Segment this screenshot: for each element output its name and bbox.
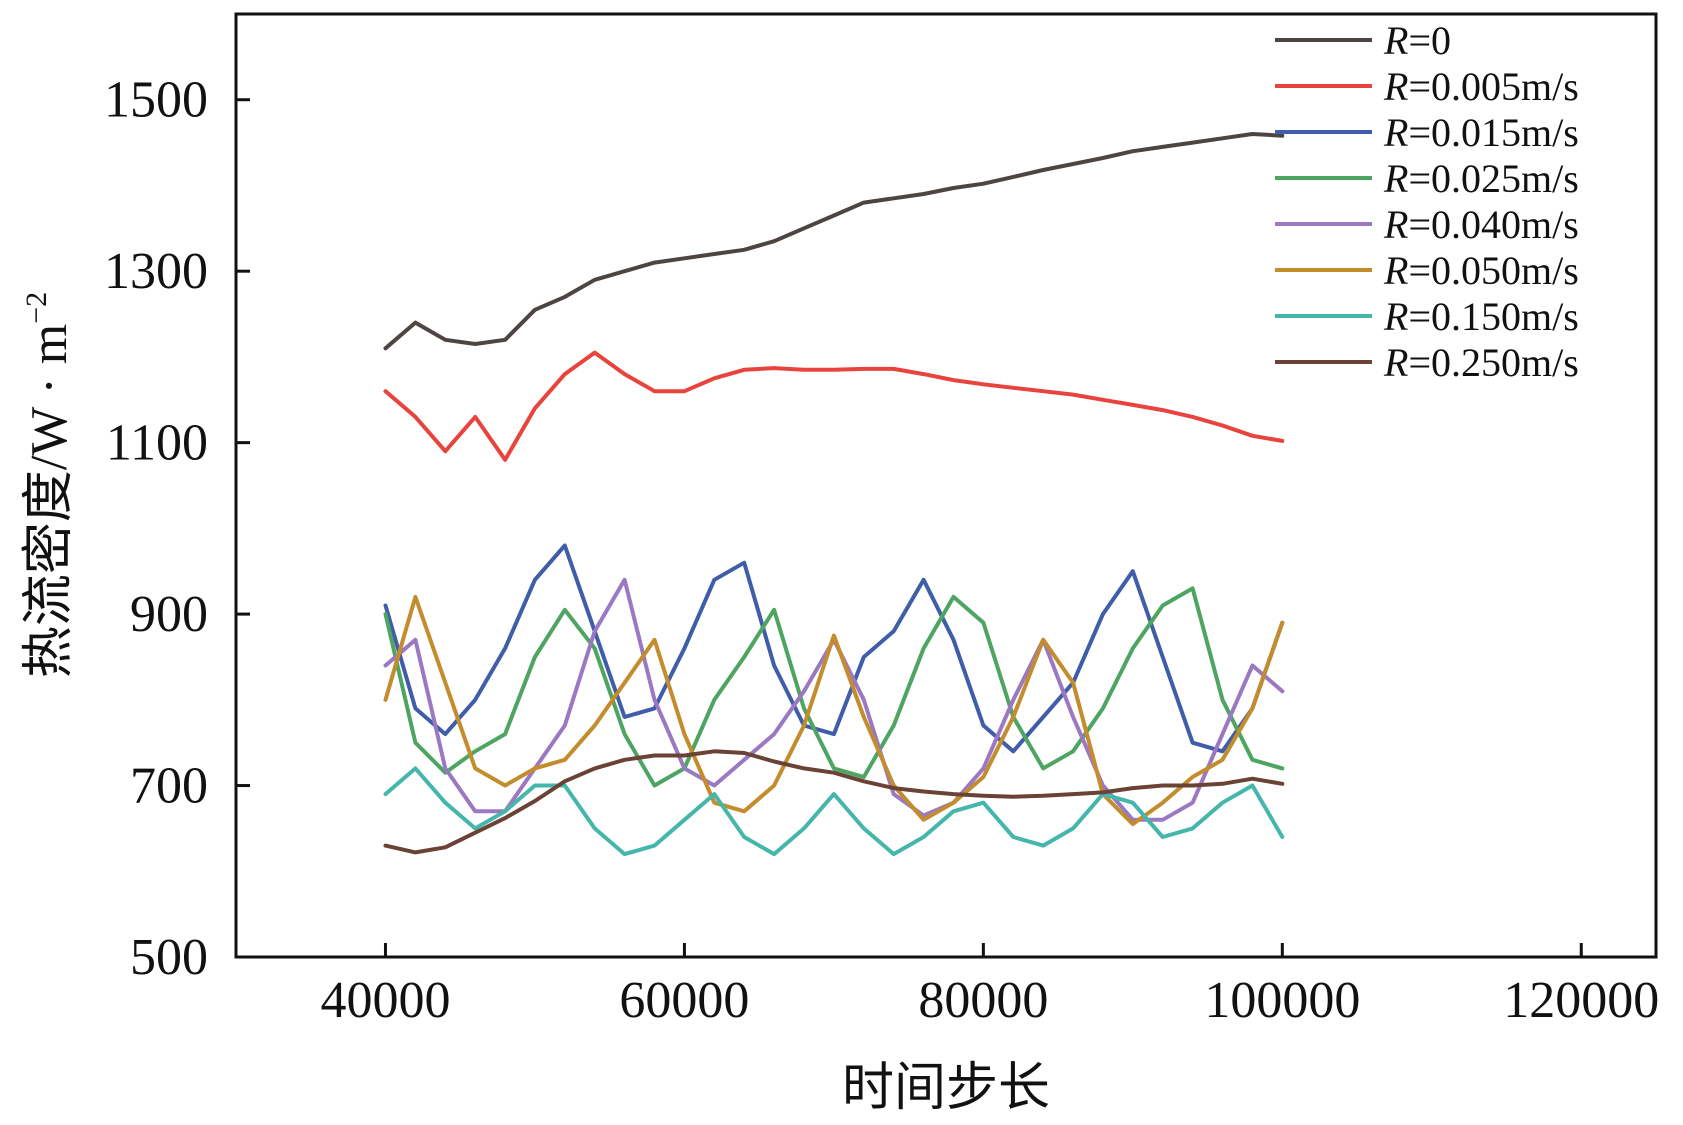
y-axis-title-group: 热流密度/W · m−2 — [20, 292, 78, 678]
legend-variable: R — [1383, 202, 1408, 247]
legend-entry-label: R=0.040m/s — [1383, 202, 1579, 247]
legend-variable: R — [1383, 110, 1408, 155]
plot-frame — [234, 12, 1658, 959]
series-line-0 — [383, 132, 1285, 351]
x-axis-title: 时间步长 — [842, 1060, 1050, 1117]
x-tick-label: 40000 — [320, 972, 450, 1029]
series-lines — [383, 132, 1285, 857]
y-tick-label: 500 — [130, 929, 208, 986]
legend-variable: R — [1383, 64, 1408, 109]
x-tick-label: 120000 — [1503, 972, 1659, 1029]
legend-entry-label: R=0 — [1383, 18, 1451, 63]
y-axis-title-main: 热流密度/W · m — [21, 324, 78, 678]
legend-entry-label: R=0.005m/s — [1383, 64, 1579, 109]
legend-entry-label: R=0.250m/s — [1383, 340, 1579, 385]
legend: R=0R=0.005m/sR=0.015m/sR=0.025m/sR=0.040… — [1275, 18, 1579, 385]
legend-entry-label: R=0.050m/s — [1383, 248, 1579, 293]
legend-variable: R — [1383, 294, 1408, 339]
y-tick-label: 700 — [130, 758, 208, 815]
legend-variable: R — [1383, 18, 1408, 63]
legend-value: =0.040m/s — [1408, 202, 1578, 247]
legend-value: =0 — [1408, 18, 1451, 63]
y-tick-label: 900 — [130, 586, 208, 643]
legend-entry-label: R=0.150m/s — [1383, 294, 1579, 339]
y-tick-label: 1100 — [106, 415, 208, 472]
y-tick-label: 1500 — [104, 72, 208, 129]
legend-value: =0.015m/s — [1408, 110, 1578, 155]
y-axis: 500 700 900 1100 1300 1500 — [104, 72, 250, 986]
series-line-7 — [383, 749, 1285, 855]
legend-value: =0.025m/s — [1408, 156, 1578, 201]
series-line-3 — [383, 586, 1285, 788]
legend-variable: R — [1383, 340, 1408, 385]
series-line-2 — [383, 543, 1285, 754]
legend-variable: R — [1383, 248, 1408, 293]
series-line-6 — [383, 766, 1285, 857]
legend-value: =0.150m/s — [1408, 294, 1578, 339]
y-axis-title: 热流密度/W · m−2 — [20, 292, 78, 678]
y-axis-title-exponent: −2 — [20, 292, 53, 324]
legend-entry-label: R=0.015m/s — [1383, 110, 1579, 155]
y-tick-label: 1300 — [104, 243, 208, 300]
x-axis: 40000 60000 80000 100000 120000 — [320, 943, 1659, 1029]
x-tick-label: 80000 — [918, 972, 1048, 1029]
series-line-1 — [383, 350, 1285, 462]
legend-value: =0.250m/s — [1408, 340, 1578, 385]
series-line-5 — [383, 594, 1285, 827]
legend-value: =0.050m/s — [1408, 248, 1578, 293]
legend-variable: R — [1383, 156, 1408, 201]
x-tick-label: 60000 — [619, 972, 749, 1029]
legend-entry-label: R=0.025m/s — [1383, 156, 1579, 201]
x-tick-label: 100000 — [1204, 972, 1360, 1029]
legend-value: =0.005m/s — [1408, 64, 1578, 109]
